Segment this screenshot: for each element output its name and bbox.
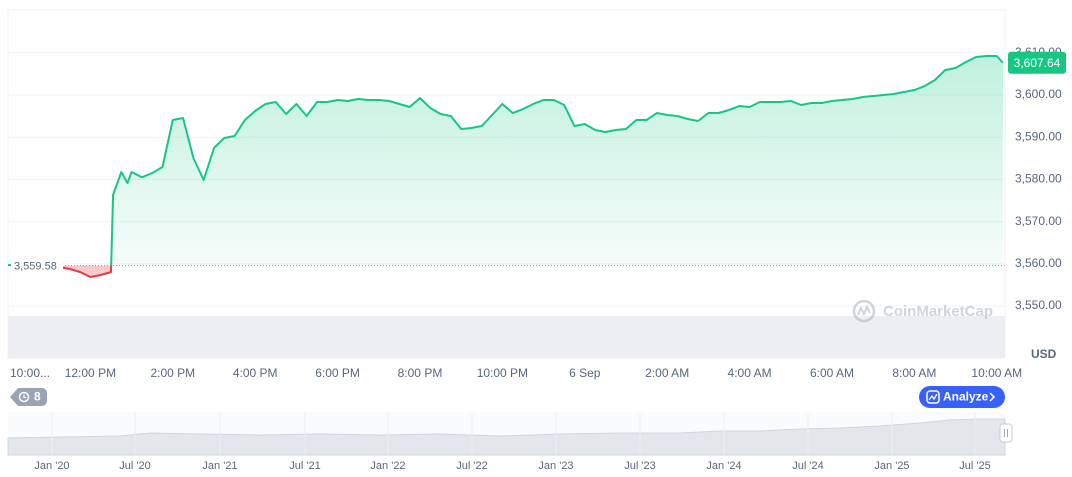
y-tick-label: 3,570.00 — [1015, 214, 1062, 228]
navigator-label: Jan '24 — [706, 460, 741, 472]
x-tick-label: 12:00 PM — [65, 366, 116, 380]
x-tick-label: 8:00 AM — [892, 366, 936, 380]
navigator-label: Jul '23 — [624, 460, 655, 472]
y-tick-label: 3,580.00 — [1015, 172, 1062, 186]
navigator-label: Jan '21 — [202, 460, 237, 472]
y-tick-label: 3,600.00 — [1015, 87, 1062, 101]
x-tick-label: 10:00 PM — [477, 366, 528, 380]
badge-count: 8 — [34, 390, 41, 404]
analyze-icon-line — [928, 393, 938, 401]
navigator-label: Jan '25 — [874, 460, 909, 472]
x-tick-label: 8:00 PM — [398, 366, 443, 380]
baseline-label: 3,559.58 — [14, 260, 57, 272]
plot — [7, 55, 1005, 279]
x-tick-label: 2:00 PM — [150, 366, 195, 380]
navigator-label: Jul '22 — [456, 460, 487, 472]
navigator: Jan '20 Jul '20 Jan '21 Jul '21 Jan '22 Jul '… — [7, 412, 1013, 472]
x-tick-label: 6:00 AM — [810, 366, 854, 380]
watermark-logo — [852, 299, 876, 323]
x-tick-label: 10:00 AM — [971, 366, 1022, 380]
x-tick-label: 6:00 PM — [315, 366, 360, 380]
y-tick-label: 3,590.00 — [1015, 129, 1062, 143]
analyze-icon — [926, 390, 940, 404]
last-price-tag — [1008, 51, 1066, 74]
navigator-label: Jul '24 — [792, 460, 823, 472]
area — [8, 56, 1003, 278]
analyze-label: Analyze — [943, 390, 989, 404]
navigator-labels: Jan '20 Jul '20 Jan '21 Jul '21 Jan '22 Jul '… — [34, 412, 991, 472]
badge-icon — [18, 391, 30, 403]
price-line — [7, 55, 1004, 279]
x-tick-label: 6 Sep — [569, 366, 601, 380]
x-tick-label: 4:00 AM — [728, 366, 772, 380]
watermark: CoinMarketCap — [852, 299, 993, 323]
y-tick-label: 3,560.00 — [1015, 256, 1062, 270]
y-tick-label: 3,550.00 — [1015, 298, 1062, 312]
analyze-chevron — [989, 392, 996, 402]
x-tick-label: 4:00 PM — [233, 366, 278, 380]
x-tick-label: 2:00 AM — [645, 366, 689, 380]
watermark-text: CoinMarketCap — [883, 303, 993, 320]
navigator-label: Jul '25 — [959, 460, 990, 472]
navigator-label: Jan '23 — [538, 460, 573, 472]
badge-icon-hands — [23, 394, 26, 399]
watermark-logo-mark — [857, 304, 871, 317]
navigator-handle[interactable] — [999, 423, 1013, 443]
navigator-label: Jul '21 — [289, 460, 320, 472]
volume-strip — [8, 316, 1005, 358]
analyze-bg[interactable] — [919, 386, 1005, 408]
x-tick-label: 10:00... — [10, 366, 50, 380]
navigator-area — [7, 418, 1006, 456]
analyze-button[interactable]: Analyze — [919, 386, 1005, 408]
currency-label: USD — [1031, 347, 1057, 361]
labels: 3,550.00 3,560.00 3,570.00 3,580.00 3,590.00… — [10, 45, 1066, 380]
baseline-label-bg — [11, 257, 63, 274]
history-badge[interactable]: 8 — [10, 388, 47, 406]
navigator-label: Jan '20 — [34, 460, 69, 472]
last-price-label: 3,607.64 — [1014, 56, 1061, 70]
navigator-label: Jan '22 — [370, 460, 405, 472]
navigator-label: Jul '20 — [119, 460, 150, 472]
